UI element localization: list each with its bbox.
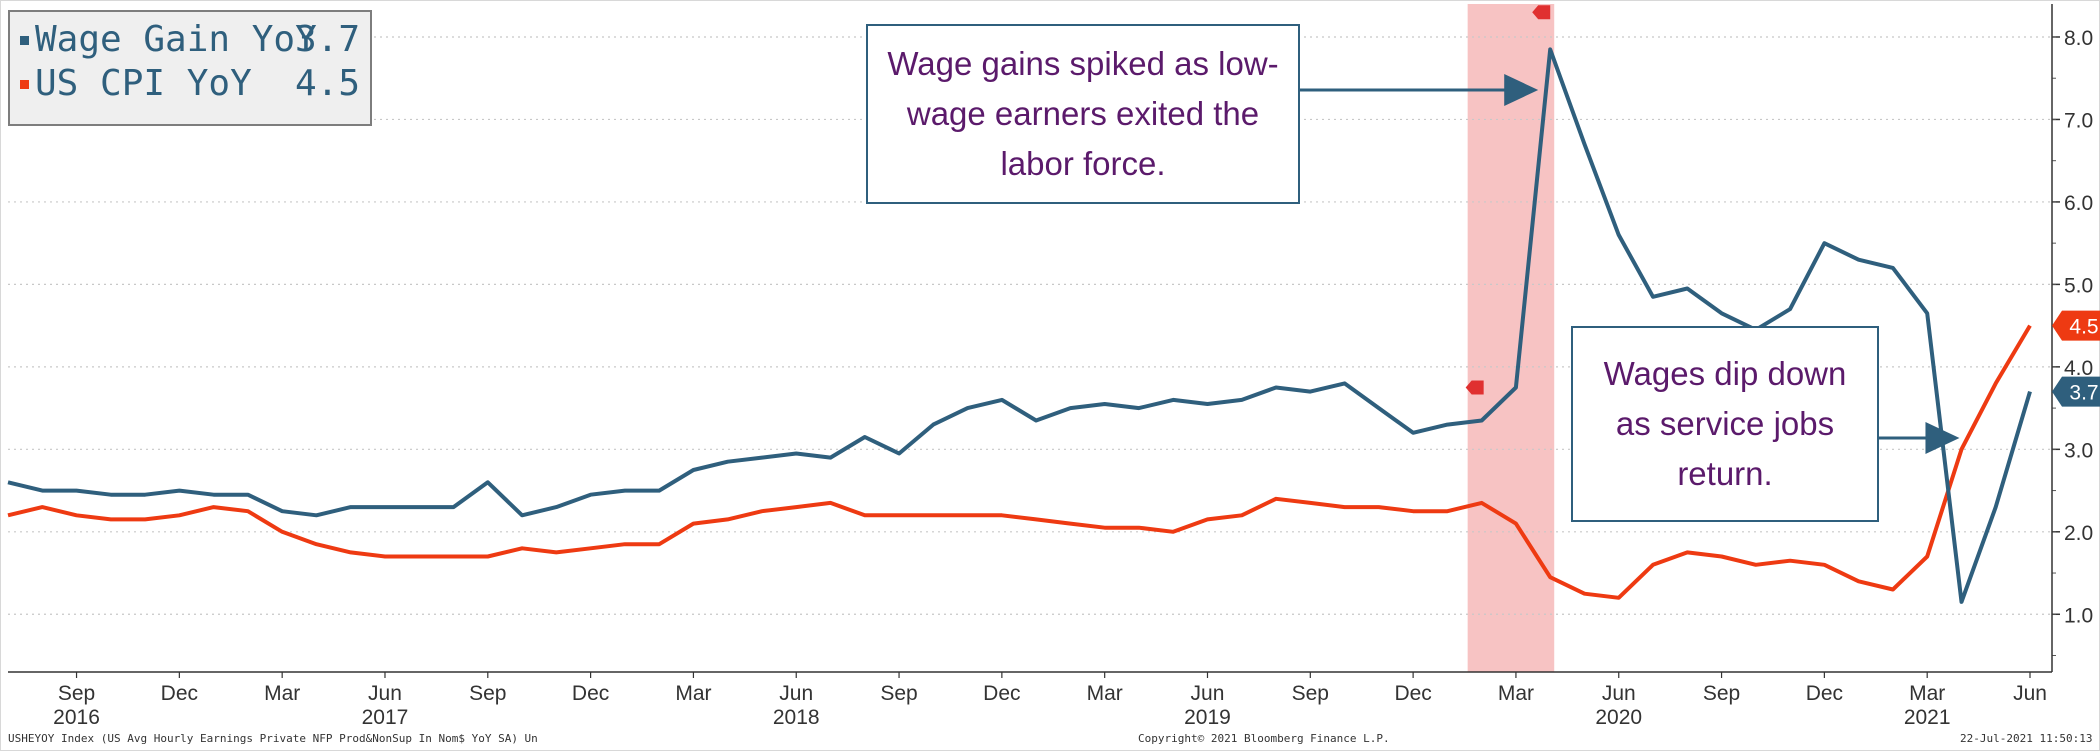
y-tick-label: 5.0 (2064, 274, 2093, 297)
x-tick-label: Dec (983, 682, 1020, 705)
event-marker (1532, 5, 1551, 20)
annotation-wage-dip-line-3: return. (1677, 455, 1773, 492)
annotation-wage-spike-line-2: wage earners exited the (906, 95, 1260, 132)
series-line-wage (7, 47, 2032, 604)
legend: Wage Gain YoY 3.7 US CPI YoY 4.5 (8, 10, 372, 126)
annotation-arrow-spike-head (1504, 74, 1539, 106)
y-tick-label: 6.0 (2064, 192, 2093, 215)
y-tick-label: 4.0 (2064, 357, 2093, 380)
x-tick-label: Sep (1292, 682, 1329, 705)
x-year-label: 2019 (1184, 706, 1231, 729)
y-tick-label: 1.0 (2064, 604, 2093, 627)
legend-swatch-wage (20, 35, 29, 45)
x-tick-label: Sep (1703, 682, 1740, 705)
last-value-tag (2052, 310, 2100, 341)
shaded-period (1467, 4, 1555, 672)
x-tick-label: Sep (58, 682, 95, 705)
x-tick-label: Jun (779, 682, 813, 705)
x-year-label: 2017 (362, 706, 409, 729)
x-tick-label: Jun (1191, 682, 1225, 705)
x-tick-label: Dec (572, 682, 609, 705)
y-tick-label: 7.0 (2064, 109, 2093, 132)
annotation-arrow-dip-head (1925, 422, 1960, 454)
y-tick-label: 8.0 (2064, 27, 2093, 50)
footer-copyright: Copyright© 2021 Bloomberg Finance L.P. (1138, 732, 1390, 745)
event-marker (1465, 380, 1484, 395)
y-tick-label: 3.0 (2064, 439, 2093, 462)
x-tick-label: Mar (1909, 682, 1945, 705)
footer-source: USHEYOY Index (US Avg Hourly Earnings Pr… (8, 732, 538, 745)
x-tick-label: Jun (1602, 682, 1636, 705)
legend-value-cpi: 4.5 (295, 63, 361, 104)
last-value-tag (2052, 376, 2100, 407)
annotation-wage-spike-line-1: Wage gains spiked as low- (887, 45, 1279, 82)
annotation-wage-spike: Wage gains spiked as low- wage earners e… (866, 24, 1300, 204)
last-value-label: 4.5 (2069, 316, 2098, 339)
series-line-cpi (7, 324, 2032, 600)
annotation-wage-dip-line-1: Wages dip down (1603, 355, 1847, 392)
x-tick-label: Dec (1806, 682, 1843, 705)
x-tick-label: Dec (161, 682, 198, 705)
legend-label-cpi: US CPI YoY (35, 63, 252, 104)
legend-label-wage: Wage Gain YoY (35, 19, 317, 60)
x-tick-label: Jun (2013, 682, 2047, 705)
x-tick-label: Mar (675, 682, 711, 705)
legend-value-wage: 3.7 (295, 19, 361, 60)
last-value-label: 3.7 (2069, 382, 2098, 405)
annotation-wage-spike-line-3: labor force. (1000, 145, 1166, 182)
legend-entry-wage: Wage Gain YoY 3.7 (20, 18, 370, 62)
x-year-label: 2018 (773, 706, 820, 729)
footer-timestamp: 22-Jul-2021 11:50:13 (1960, 732, 2093, 745)
legend-swatch-cpi (20, 79, 29, 89)
legend-entry-cpi: US CPI YoY 4.5 (20, 62, 370, 106)
annotation-wage-dip: Wages dip down as service jobs return. (1571, 326, 1879, 522)
x-tick-label: Dec (1394, 682, 1431, 705)
x-tick-label: Jun (368, 682, 402, 705)
annotation-wage-dip-line-2: as service jobs (1615, 405, 1835, 442)
x-tick-label: Mar (264, 682, 300, 705)
y-tick-label: 2.0 (2064, 522, 2093, 545)
x-year-label: 2016 (53, 706, 100, 729)
x-tick-label: Sep (880, 682, 917, 705)
x-tick-label: Mar (1498, 682, 1534, 705)
x-tick-label: Mar (1087, 682, 1123, 705)
x-year-label: 2021 (1904, 706, 1951, 729)
x-tick-label: Sep (469, 682, 506, 705)
x-year-label: 2020 (1595, 706, 1642, 729)
